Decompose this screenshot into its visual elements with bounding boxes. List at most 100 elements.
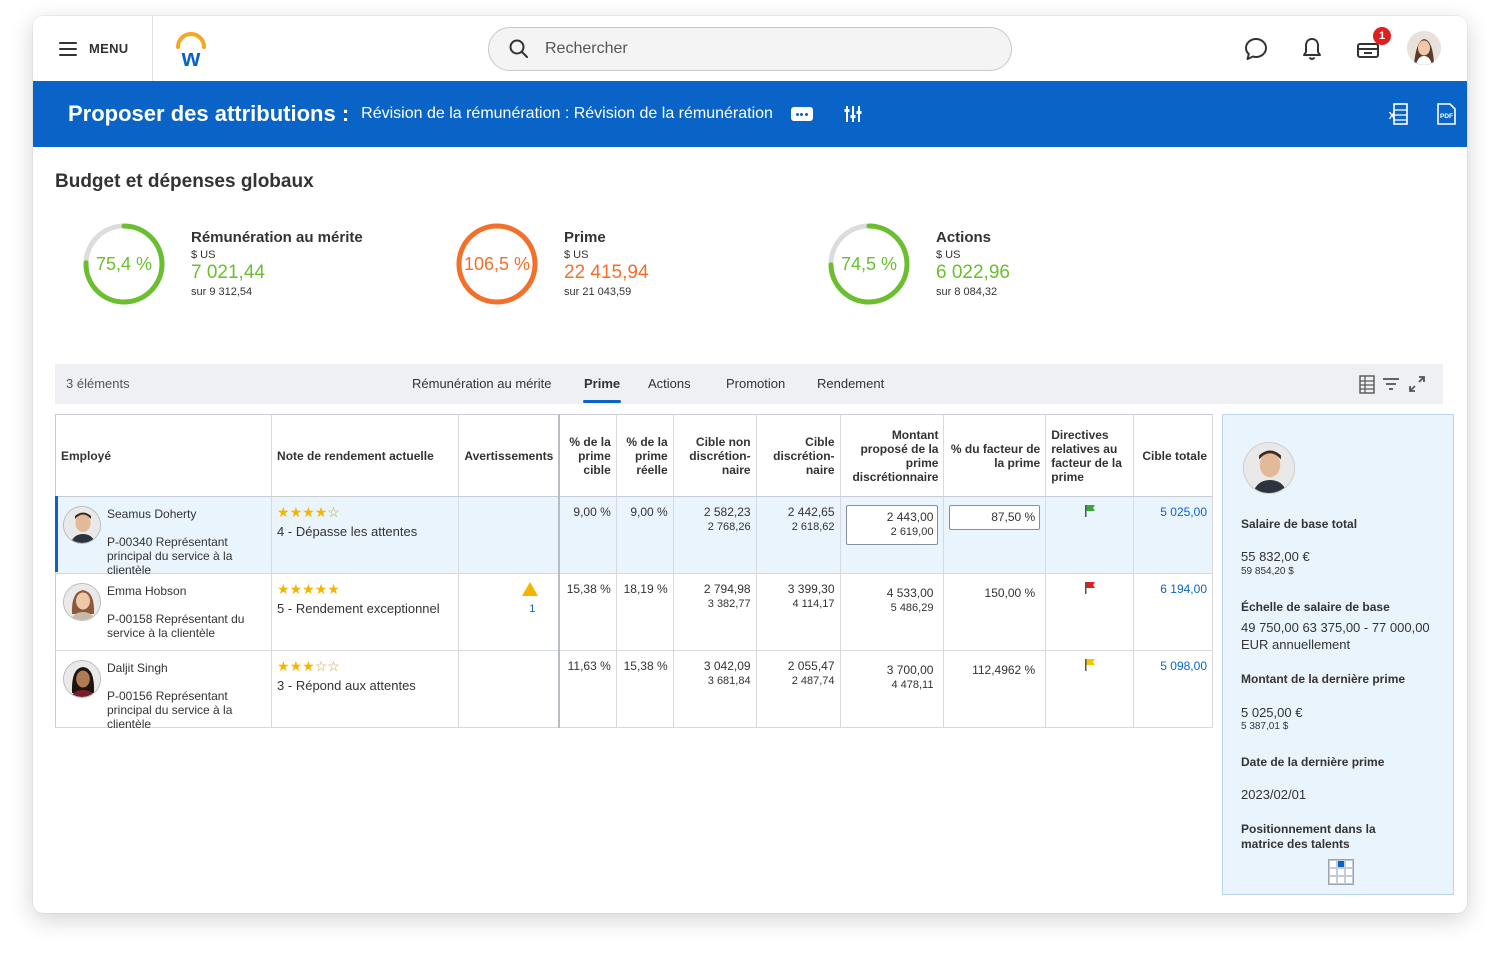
col-factor[interactable]: % du facteur de la prime bbox=[943, 414, 1047, 497]
export-table-icon[interactable] bbox=[1357, 374, 1377, 394]
employee-avatar[interactable] bbox=[63, 660, 101, 698]
search-box[interactable] bbox=[488, 27, 1012, 71]
nondisc-value: 2 794,98 bbox=[703, 582, 751, 596]
col-disc-target[interactable]: Cible discrétion-naire bbox=[756, 414, 841, 497]
merit-label: Rémunération au mérite bbox=[191, 229, 363, 246]
disc-converted: 2 618,62 bbox=[791, 521, 835, 533]
expand-icon[interactable] bbox=[1407, 374, 1427, 394]
star-filled-icon: ★ bbox=[314, 504, 328, 520]
star-filled-icon: ★ bbox=[289, 504, 303, 520]
disc-value: 2 055,47 bbox=[787, 659, 835, 673]
target-pct: 15,38 % bbox=[566, 582, 611, 596]
budget-title: Budget et dépenses globaux bbox=[55, 171, 314, 192]
salary-scale-value: 49 750,00 63 375,00 - 77 000,00 bbox=[1241, 620, 1430, 635]
inbox-button[interactable]: 1 bbox=[1355, 27, 1391, 62]
employee-name[interactable]: Seamus Doherty bbox=[107, 507, 197, 521]
chat-icon[interactable] bbox=[1243, 36, 1269, 62]
talent-matrix-icon[interactable] bbox=[1328, 859, 1354, 885]
star-filled-icon: ★ bbox=[302, 658, 315, 674]
star-filled-icon: ★ bbox=[289, 581, 303, 597]
star-filled-icon: ★ bbox=[314, 581, 328, 597]
employee-avatar[interactable] bbox=[63, 583, 101, 621]
bell-icon[interactable] bbox=[1299, 36, 1325, 62]
employee-name[interactable]: Daljit Singh bbox=[107, 661, 168, 675]
inbox-icon bbox=[1357, 43, 1379, 58]
base-salary-converted: 59 854,20 $ bbox=[1241, 566, 1294, 577]
col-proposed[interactable]: Montant proposé de la prime discrétionna… bbox=[840, 414, 945, 497]
user-avatar[interactable] bbox=[1407, 31, 1441, 65]
star-filled-icon: ★ bbox=[277, 504, 290, 520]
tab-performance[interactable]: Rendement bbox=[817, 376, 885, 391]
proposed-amount-input[interactable]: 2 443,00 2 619,00 bbox=[845, 505, 939, 545]
disc-converted: 2 487,74 bbox=[791, 675, 835, 687]
stock-label: Actions bbox=[936, 229, 992, 246]
total-target-link[interactable]: 5 025,00 bbox=[1160, 505, 1207, 519]
portrait-icon bbox=[64, 661, 100, 697]
bonus-table: Employé Note de rendement actuelle Avert… bbox=[55, 414, 1213, 731]
col-nondisc-target[interactable]: Cible non discrétion-naire bbox=[673, 414, 757, 497]
col-total[interactable]: Cible totale bbox=[1133, 414, 1213, 497]
star-filled-icon: ★ bbox=[277, 658, 290, 674]
col-target-pct[interactable]: % de la prime cible bbox=[559, 414, 617, 497]
stock-amount: 6 022,96 bbox=[936, 262, 1010, 283]
hamburger-icon bbox=[59, 41, 77, 56]
filter-icon[interactable] bbox=[1381, 374, 1401, 394]
stock-currency: $ US bbox=[936, 249, 961, 261]
tab-promotion[interactable]: Promotion bbox=[726, 376, 786, 391]
merit-percent: 75,4 % bbox=[95, 253, 153, 274]
last-bonus-label: Montant de la dernière prime bbox=[1241, 672, 1406, 686]
export-pdf-icon[interactable]: PDF bbox=[1435, 102, 1457, 126]
rating-text: 3 - Répond aux attentes bbox=[277, 678, 416, 693]
bonus-factor: 112,4962 % bbox=[972, 663, 1036, 677]
more-actions-icon[interactable] bbox=[790, 107, 813, 121]
disc-value: 3 399,30 bbox=[787, 582, 835, 596]
employee-avatar[interactable] bbox=[63, 506, 101, 544]
star-empty-icon: ☆ bbox=[327, 504, 340, 520]
warning-count[interactable]: 1 bbox=[529, 603, 536, 615]
bonus-label: Prime bbox=[564, 229, 606, 246]
menu-button[interactable]: MENU bbox=[33, 16, 153, 81]
search-input[interactable] bbox=[545, 40, 965, 58]
bonus-factor-input[interactable]: 87,50 % bbox=[949, 505, 1041, 530]
talent-matrix-label: Positionnement dans la matrice des talen… bbox=[1241, 822, 1376, 851]
base-salary-value: 55 832,00 € bbox=[1241, 549, 1310, 564]
table-row[interactable]: Daljit Singh P-00156 Représentant princi… bbox=[55, 650, 1213, 731]
tab-stock[interactable]: Actions bbox=[648, 376, 691, 391]
export-excel-icon[interactable]: X bbox=[1387, 102, 1409, 126]
svg-text:PDF: PDF bbox=[1440, 113, 1453, 120]
disc-converted: 4 114,17 bbox=[792, 598, 835, 610]
col-employee[interactable]: Employé bbox=[55, 414, 273, 497]
stock-progress-ring bbox=[828, 223, 910, 305]
table-header-row: Employé Note de rendement actuelle Avert… bbox=[55, 414, 1213, 497]
bonus-percent: 106,5 % bbox=[463, 253, 531, 274]
settings-sliders-icon[interactable] bbox=[843, 104, 863, 124]
proposed-converted: 5 486,29 bbox=[890, 602, 934, 614]
tab-merit[interactable]: Rémunération au mérite bbox=[412, 376, 552, 391]
last-bonus-converted: 5 387,01 $ bbox=[1241, 721, 1289, 732]
page-subtitle: Révision de la rémunération : Révision d… bbox=[361, 105, 773, 122]
employee-name[interactable]: Emma Hobson bbox=[107, 584, 187, 598]
col-rating[interactable]: Note de rendement actuelle bbox=[271, 414, 460, 497]
workday-logo[interactable]: w bbox=[173, 30, 209, 68]
tabs-bar: 3 éléments Rémunération au mérite Prime … bbox=[55, 364, 1443, 404]
star-filled-icon: ★ bbox=[289, 658, 303, 674]
disc-value: 2 442,65 bbox=[787, 505, 835, 519]
table-row[interactable]: Emma Hobson P-00158 Représentant du serv… bbox=[55, 573, 1213, 651]
col-warnings[interactable]: Avertissements bbox=[458, 414, 561, 497]
warning-icon[interactable] bbox=[464, 582, 553, 599]
total-target-link[interactable]: 5 098,00 bbox=[1160, 659, 1207, 673]
bonus-budget: sur 21 043,59 bbox=[564, 286, 632, 298]
star-empty-icon: ☆ bbox=[314, 658, 328, 674]
bonus-factor: 150,00 % bbox=[984, 586, 1036, 600]
col-actual-pct[interactable]: % de la prime réelle bbox=[616, 414, 674, 497]
col-guidelines[interactable]: Directives relatives au facteur de la pr… bbox=[1045, 414, 1135, 497]
merit-currency: $ US bbox=[191, 249, 216, 261]
bonus-amount: 22 415,94 bbox=[564, 262, 649, 283]
table-row[interactable]: Seamus Doherty P-00340 Représentant prin… bbox=[55, 496, 1213, 577]
base-salary-label: Salaire de base total bbox=[1241, 517, 1358, 531]
employee-position: P-00340 Représentant principal du servic… bbox=[107, 535, 233, 577]
total-target-link[interactable]: 6 194,00 bbox=[1160, 582, 1207, 596]
target-pct: 9,00 % bbox=[573, 505, 611, 519]
app-window: MENU w 1 bbox=[33, 16, 1467, 913]
tab-bonus[interactable]: Prime bbox=[584, 376, 621, 391]
